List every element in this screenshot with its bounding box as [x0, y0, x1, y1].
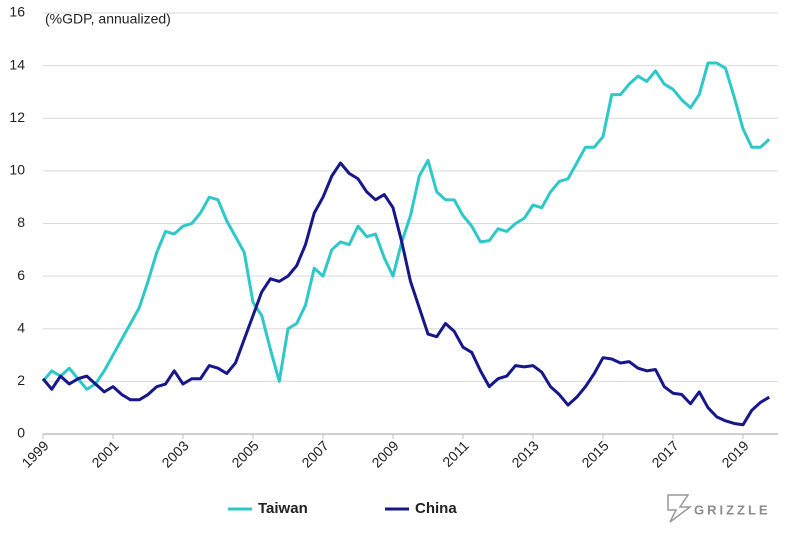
brand-logo [667, 494, 693, 523]
x-tick-label: 2019 [718, 437, 751, 470]
legend-item: China [385, 500, 457, 517]
series-line [41, 61, 771, 391]
x-tick-label: 2017 [648, 437, 681, 470]
x-tick-label: 2003 [158, 437, 191, 470]
x-tick-label: 1999 [18, 437, 51, 470]
series-line [41, 161, 771, 427]
legend-label: Taiwan [258, 500, 308, 517]
x-tick-label: 2007 [298, 437, 331, 470]
legend-label: China [415, 500, 457, 517]
y-tick-label: 16 [9, 4, 25, 20]
x-tick-label: 2013 [508, 437, 541, 470]
x-tick-label: 2011 [439, 437, 472, 470]
legend-item: Taiwan [228, 500, 308, 517]
y-tick-label: 2 [17, 372, 25, 388]
x-tick-label: 2009 [368, 437, 401, 470]
x-tick-label: 2005 [228, 437, 261, 470]
y-tick-label: 12 [9, 109, 25, 125]
y-tick-label: 4 [17, 319, 25, 335]
x-tick-label: 2015 [578, 437, 611, 470]
y-tick-label: 8 [17, 214, 25, 230]
y-tick-label: 10 [9, 162, 25, 178]
annotation: (%GDP, annualized) [45, 11, 171, 27]
y-tick-label: 0 [17, 425, 25, 441]
y-tick-label: 6 [17, 267, 25, 283]
x-tick-label: 2001 [88, 437, 121, 470]
brand: GRIZZLE [694, 502, 771, 517]
y-tick-label: 14 [9, 56, 25, 72]
